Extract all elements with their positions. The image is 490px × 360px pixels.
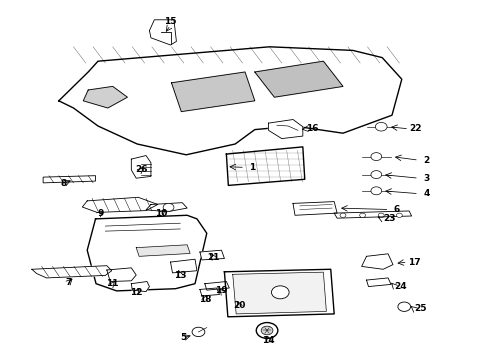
Polygon shape [233, 272, 326, 314]
Circle shape [398, 302, 411, 311]
Polygon shape [367, 278, 391, 287]
Text: 12: 12 [130, 288, 143, 297]
Text: 17: 17 [408, 258, 420, 266]
Text: 3: 3 [423, 174, 429, 183]
Polygon shape [82, 197, 158, 212]
Circle shape [371, 171, 382, 179]
Circle shape [375, 122, 387, 131]
Text: 25: 25 [414, 305, 427, 313]
Polygon shape [172, 72, 255, 112]
Circle shape [271, 286, 289, 299]
Circle shape [192, 327, 205, 337]
Polygon shape [43, 176, 96, 183]
Text: 5: 5 [181, 333, 187, 342]
Text: 22: 22 [409, 124, 422, 133]
Text: 11: 11 [106, 279, 119, 288]
Polygon shape [136, 245, 190, 256]
Polygon shape [107, 268, 136, 282]
Polygon shape [83, 86, 127, 108]
Polygon shape [269, 120, 303, 139]
Circle shape [396, 213, 402, 217]
Text: 23: 23 [383, 214, 396, 223]
Polygon shape [224, 269, 334, 317]
Text: 24: 24 [394, 282, 407, 291]
Polygon shape [171, 259, 197, 273]
Text: 2: 2 [423, 156, 429, 165]
Polygon shape [146, 203, 187, 212]
Circle shape [371, 187, 382, 195]
Text: 19: 19 [215, 287, 228, 295]
Polygon shape [200, 288, 220, 296]
Circle shape [261, 326, 273, 335]
Polygon shape [205, 282, 229, 290]
Text: 15: 15 [164, 17, 177, 26]
Circle shape [340, 213, 346, 217]
Text: 21: 21 [207, 253, 220, 262]
Text: 26: 26 [135, 165, 147, 174]
Circle shape [360, 213, 366, 217]
Text: 18: 18 [198, 295, 211, 304]
Text: 10: 10 [155, 209, 168, 217]
Polygon shape [32, 266, 112, 278]
Text: 16: 16 [306, 124, 319, 133]
Text: 20: 20 [233, 301, 245, 310]
Polygon shape [149, 20, 176, 45]
Circle shape [371, 153, 382, 161]
Circle shape [378, 213, 384, 217]
Polygon shape [59, 47, 402, 155]
Text: 14: 14 [262, 336, 275, 345]
Polygon shape [334, 211, 412, 218]
Text: 8: 8 [61, 179, 67, 188]
Text: 9: 9 [97, 209, 104, 217]
Circle shape [256, 323, 278, 338]
Polygon shape [226, 147, 305, 185]
Polygon shape [255, 61, 343, 97]
Polygon shape [131, 156, 151, 178]
Polygon shape [87, 215, 207, 291]
Text: 1: 1 [249, 163, 255, 172]
Text: 4: 4 [423, 189, 430, 198]
Polygon shape [200, 250, 224, 260]
Polygon shape [362, 254, 393, 269]
Text: 13: 13 [174, 271, 187, 280]
Polygon shape [131, 282, 149, 292]
Text: 7: 7 [65, 278, 72, 287]
Circle shape [163, 203, 174, 211]
Polygon shape [293, 202, 337, 215]
Text: 6: 6 [394, 205, 400, 214]
